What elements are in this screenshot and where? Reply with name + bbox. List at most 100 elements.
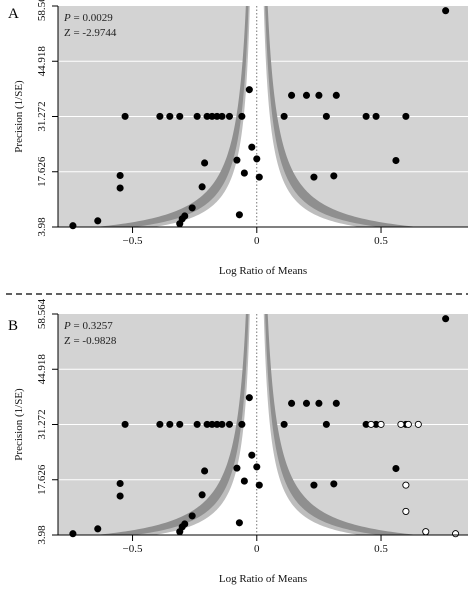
data-point-observed — [201, 159, 209, 167]
data-point-observed — [442, 7, 450, 15]
data-point-observed — [225, 112, 234, 120]
data-point-observed — [235, 211, 243, 219]
funnel-90 — [154, 314, 360, 535]
data-point-observed — [310, 481, 318, 489]
data-point-observed — [240, 477, 248, 485]
y-tick-label: 58.564 — [36, 0, 48, 21]
y-tick-label: 31.272 — [36, 409, 48, 439]
data-point-observed — [116, 184, 124, 192]
panel-label: A — [8, 6, 19, 22]
y-tick-label: 17.626 — [36, 464, 48, 495]
data-point-observed — [330, 172, 338, 180]
data-point-imputed — [404, 420, 412, 428]
data-point-observed — [255, 173, 263, 181]
data-point-observed — [156, 112, 164, 120]
data-point-observed — [442, 315, 450, 323]
data-point-imputed — [402, 507, 410, 515]
data-point-observed — [94, 525, 102, 533]
data-point-observed — [193, 420, 201, 428]
data-point-observed — [315, 91, 323, 99]
data-point-observed — [116, 479, 124, 488]
data-point-observed — [322, 112, 330, 120]
data-point-observed — [332, 91, 340, 99]
data-point-observed — [238, 112, 246, 120]
data-point-observed — [392, 156, 400, 165]
data-point-observed — [225, 420, 234, 428]
x-tick-label: −0.5 — [123, 543, 143, 555]
data-point-observed — [198, 183, 206, 191]
x-tick-label: 0.5 — [374, 235, 388, 247]
x-axis-title: Log Ratio of Means — [219, 265, 307, 277]
funnel-plot-panel-b: −0.5 0 0.5 3.98 17.626 31.272 44.918 58.564 Log … — [8, 298, 468, 585]
data-point-observed — [245, 394, 253, 402]
data-point-observed — [322, 420, 330, 428]
data-point-observed — [402, 112, 410, 120]
x-tick-label: 0 — [254, 235, 260, 247]
data-point-observed — [69, 530, 77, 538]
data-point-imputed — [422, 528, 430, 536]
p-symbol: P — [63, 12, 71, 24]
y-tick-label: 31.272 — [36, 101, 48, 131]
funnel-region — [95, 314, 418, 535]
data-point-observed — [176, 112, 184, 120]
data-point-observed — [166, 112, 174, 120]
z-value-text: Z = -0.9828 — [64, 335, 117, 347]
data-point-observed — [240, 169, 248, 177]
data-point-imputed — [402, 481, 410, 489]
data-point-observed — [255, 481, 263, 489]
data-point-observed — [248, 451, 256, 459]
y-tick-label: 58.564 — [36, 298, 48, 329]
panel-label: B — [8, 318, 18, 334]
data-point-observed — [218, 112, 226, 120]
y-tick-label: 44.918 — [36, 46, 48, 77]
y-tick-label: 17.626 — [36, 156, 48, 187]
data-point-observed — [188, 512, 196, 520]
data-point-imputed — [414, 420, 422, 428]
x-tick-label: 0 — [254, 543, 260, 555]
data-point-observed — [69, 222, 77, 230]
y-tick-label: 44.918 — [36, 354, 48, 385]
x-tick-label: −0.5 — [123, 235, 143, 247]
data-point-observed — [253, 155, 261, 163]
data-point-observed — [193, 112, 201, 120]
p-value-text: P = 0.0029 — [63, 12, 113, 24]
data-point-observed — [156, 420, 164, 428]
p-value: = 0.3257 — [71, 320, 113, 332]
data-point-observed — [116, 171, 124, 180]
data-point-observed — [166, 420, 174, 428]
data-point-observed — [315, 399, 323, 407]
data-point-observed — [280, 420, 288, 428]
data-point-imputed — [377, 420, 385, 428]
data-point-observed — [310, 173, 318, 181]
data-point-observed — [288, 91, 296, 99]
data-point-imputed — [367, 420, 375, 428]
funnel-plot-panel-a: −0.5 0 0.5 3.98 17.626 31.272 44.918 58.564 Log … — [8, 0, 468, 277]
y-tick-label: 3.98 — [36, 525, 48, 545]
data-point-observed — [302, 91, 311, 99]
data-point-observed — [245, 86, 253, 94]
data-point-imputed — [397, 420, 405, 428]
data-point-observed — [188, 204, 196, 212]
data-point-observed — [218, 420, 226, 428]
data-point-imputed — [452, 530, 460, 538]
p-value: = 0.0029 — [71, 12, 113, 24]
x-axis-title: Log Ratio of Means — [219, 573, 307, 585]
data-point-observed — [121, 420, 129, 428]
data-point-observed — [302, 399, 311, 407]
x-tick-label: 0.5 — [374, 543, 388, 555]
data-point-observed — [198, 491, 206, 499]
data-point-observed — [181, 520, 189, 528]
data-point-observed — [176, 420, 184, 428]
data-point-observed — [332, 399, 340, 407]
data-point-observed — [330, 480, 338, 488]
p-symbol: P — [63, 320, 71, 332]
data-point-observed — [121, 112, 129, 120]
data-point-observed — [238, 420, 246, 428]
data-point-observed — [233, 464, 241, 472]
data-point-observed — [201, 467, 209, 475]
data-point-observed — [248, 143, 256, 151]
data-point-observed — [235, 519, 243, 527]
data-point-observed — [94, 217, 102, 225]
z-value-text: Z = -2.9744 — [64, 27, 117, 39]
